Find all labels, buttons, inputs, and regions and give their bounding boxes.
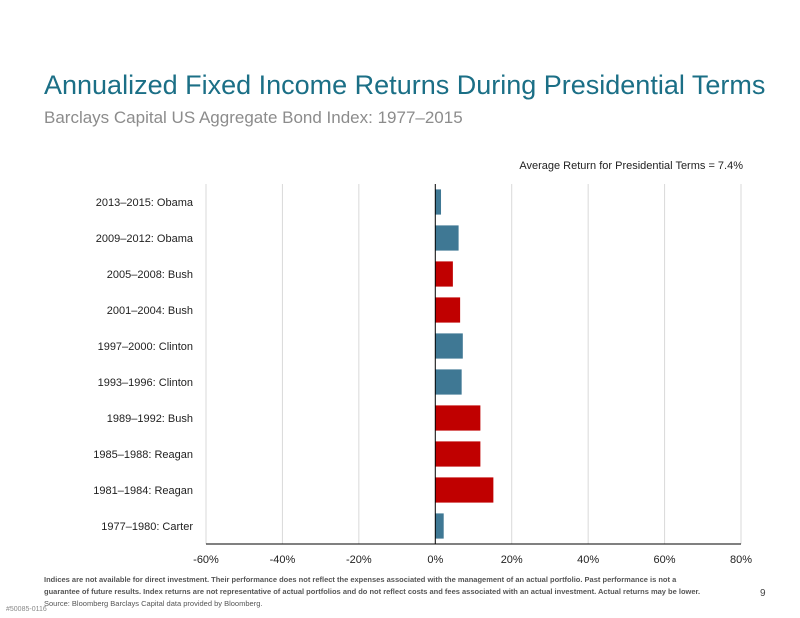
category-label: 2013–2015: Obama: [96, 197, 194, 209]
x-tick-label: 60%: [654, 554, 676, 566]
bar: [435, 405, 481, 431]
bar: [435, 477, 494, 503]
category-label: 1977–1980: Carter: [101, 521, 193, 533]
bar: [435, 369, 462, 395]
category-label: 1985–1988: Reagan: [93, 449, 193, 461]
category-label: 1993–1996: Clinton: [98, 377, 193, 389]
chart-title: Annualized Fixed Income Returns During P…: [44, 70, 766, 100]
bar: [435, 225, 459, 251]
bar: [435, 189, 442, 215]
x-tick-label: 0%: [427, 554, 443, 566]
x-tick-label: -60%: [193, 554, 219, 566]
category-label: 2005–2008: Bush: [107, 269, 193, 281]
page-number: 9: [760, 588, 766, 599]
bar-chart: 2013–2015: Obama 2009–2012: Obama 2005–200…: [93, 184, 752, 566]
x-tick-label: 40%: [577, 554, 599, 566]
category-label: 1981–1984: Reagan: [93, 485, 193, 497]
category-label: 2009–2012: Obama: [96, 233, 194, 245]
footnote: Indices are not available for direct inv…: [44, 574, 704, 610]
chart-subtitle: Barclays Capital US Aggregate Bond Index…: [44, 108, 463, 127]
bar: [435, 441, 481, 467]
x-tick-label: 80%: [730, 554, 752, 566]
x-tick-label: -20%: [346, 554, 372, 566]
category-label: 2001–2004: Bush: [107, 305, 193, 317]
bar: [435, 333, 463, 359]
footnote-disclaimer: Indices are not available for direct inv…: [44, 575, 701, 596]
average-return-note: Average Return for Presidential Terms = …: [519, 160, 743, 172]
footnote-source: Source: Bloomberg Barclays Capital data …: [44, 599, 263, 608]
bar: [435, 261, 453, 287]
x-tick-label: -40%: [270, 554, 296, 566]
category-label: 1997–2000: Clinton: [98, 341, 193, 353]
bar: [435, 297, 461, 323]
bar: [435, 513, 444, 539]
category-label: 1989–1992: Bush: [107, 413, 193, 425]
x-tick-label: 20%: [501, 554, 523, 566]
document-id: #50085-0116: [6, 606, 47, 613]
